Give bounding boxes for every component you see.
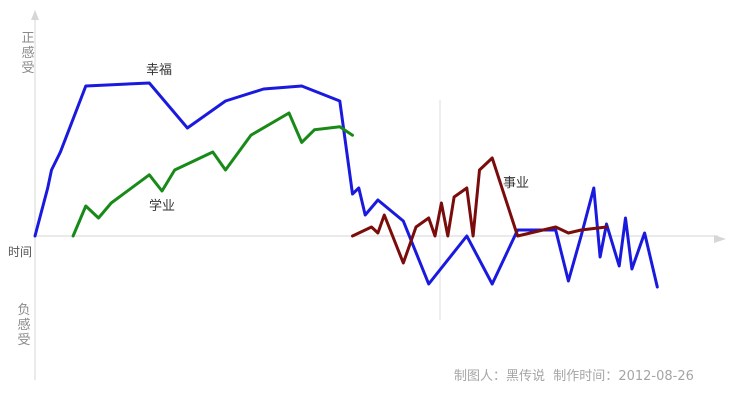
x-axis-arrow bbox=[714, 235, 726, 243]
credit-date: 2012-08-26 bbox=[618, 369, 694, 384]
series-line-2 bbox=[351, 156, 608, 265]
credit-date-label: 制作时间： bbox=[553, 369, 619, 384]
x-axis-label: 时间 bbox=[8, 245, 33, 259]
series-line-1 bbox=[71, 111, 354, 238]
series-line-0 bbox=[33, 81, 659, 289]
y-axis-arrow bbox=[31, 10, 39, 20]
series-label-study: 学业 bbox=[149, 199, 176, 214]
series-label-happiness: 幸福 bbox=[146, 63, 173, 78]
credit-line: 制图人：黑传说 制作时间：2012-08-26 bbox=[454, 365, 694, 384]
credit-maker-label: 制图人： bbox=[454, 369, 507, 384]
credit-maker: 黑传说 bbox=[506, 369, 546, 384]
y-axis-positive-label: 正感受 bbox=[21, 31, 35, 76]
series-label-career: 事业 bbox=[503, 176, 530, 191]
y-axis-negative-label: 负感受 bbox=[17, 303, 31, 348]
